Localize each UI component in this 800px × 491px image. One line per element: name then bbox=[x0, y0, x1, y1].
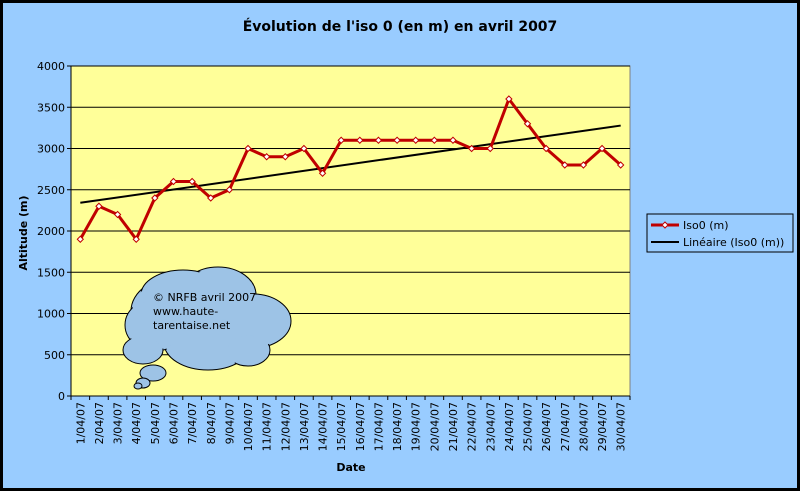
data-point bbox=[169, 177, 178, 186]
data-point bbox=[486, 144, 494, 153]
x-tick-label: 3/04/07 bbox=[112, 402, 125, 444]
data-point bbox=[598, 144, 606, 153]
x-tick-label: 7/04/07 bbox=[186, 402, 199, 444]
series-line bbox=[78, 97, 622, 241]
x-tick-label: 8/04/07 bbox=[205, 402, 218, 444]
legend-label-series: Iso0 (m) bbox=[683, 219, 729, 232]
x-tick-label: 21/04/07 bbox=[447, 402, 460, 451]
legend-label-trend: Linéaire (Iso0 (m)) bbox=[683, 236, 784, 249]
x-tick-label: 15/04/07 bbox=[335, 402, 348, 451]
y-tick-label: 3000 bbox=[37, 143, 65, 156]
data-point bbox=[356, 136, 364, 144]
data-point bbox=[113, 210, 122, 219]
y-tick-label: 0 bbox=[58, 390, 65, 403]
x-tick-label: 1/04/07 bbox=[74, 402, 87, 444]
y-axis-label: Altitude (m) bbox=[17, 195, 30, 270]
x-tick-label: 27/04/07 bbox=[559, 402, 572, 451]
x-tick-label: 29/04/07 bbox=[596, 402, 609, 451]
x-tick-label: 18/04/07 bbox=[391, 402, 404, 451]
data-point bbox=[393, 136, 401, 144]
y-tick-label: 2500 bbox=[37, 184, 65, 197]
data-point bbox=[505, 95, 513, 103]
x-tick-label: 30/04/07 bbox=[615, 402, 628, 451]
data-point bbox=[318, 169, 327, 177]
data-point bbox=[412, 136, 420, 144]
data-point bbox=[523, 120, 532, 128]
data-point bbox=[188, 177, 196, 186]
data-point bbox=[76, 235, 85, 243]
x-tick-label: 11/04/07 bbox=[261, 402, 274, 451]
y-tick-label: 2000 bbox=[37, 225, 65, 238]
data-point bbox=[449, 136, 457, 144]
data-point bbox=[300, 144, 308, 153]
chart: Évolution de l'iso 0 (en m) en avril 200… bbox=[17, 18, 794, 474]
callout-text: www.haute- bbox=[153, 305, 218, 318]
x-tick-label: 13/04/07 bbox=[298, 402, 311, 451]
y-tick-label: 1000 bbox=[37, 308, 65, 321]
data-point bbox=[337, 136, 345, 144]
chart-title: Évolution de l'iso 0 (en m) en avril 200… bbox=[243, 18, 558, 35]
callout-text: © NRFB avril 2007 bbox=[153, 291, 256, 304]
callout-tail-bubble bbox=[133, 382, 143, 390]
callout-cloud-fill bbox=[227, 335, 269, 365]
data-point bbox=[132, 235, 140, 243]
x-tick-label: 9/04/07 bbox=[223, 402, 236, 444]
x-tick-label: 22/04/07 bbox=[466, 402, 479, 451]
callout-text: tarentaise.net bbox=[153, 319, 231, 332]
chart-frame: Évolution de l'iso 0 (en m) en avril 200… bbox=[3, 3, 797, 488]
data-point bbox=[579, 161, 588, 169]
copyright-callout: © NRFB avril 2007www.haute-tarentaise.ne… bbox=[122, 266, 292, 390]
data-point bbox=[616, 161, 625, 169]
data-point bbox=[207, 194, 215, 202]
callout-tail-bubble bbox=[139, 364, 167, 382]
x-tick-label: 10/04/07 bbox=[242, 402, 255, 451]
callout-cloud-fill bbox=[142, 271, 224, 319]
data-point bbox=[244, 144, 252, 153]
y-tick-label: 1500 bbox=[37, 266, 65, 279]
x-tick-label: 28/04/07 bbox=[577, 402, 590, 451]
y-tick-label: 3500 bbox=[37, 101, 65, 114]
x-tick-label: 2/04/07 bbox=[93, 402, 106, 444]
data-point bbox=[225, 186, 234, 194]
callout-cloud-fill bbox=[124, 337, 162, 363]
y-tick-label: 500 bbox=[44, 349, 65, 362]
x-tick-label: 6/04/07 bbox=[167, 402, 180, 444]
x-tick-label: 14/04/07 bbox=[317, 402, 330, 451]
x-tick-label: 19/04/07 bbox=[410, 402, 423, 451]
x-tick-label: 23/04/07 bbox=[484, 402, 497, 451]
x-tick-label: 17/04/07 bbox=[372, 402, 385, 451]
data-point bbox=[281, 153, 289, 161]
data-point bbox=[374, 136, 383, 144]
legend-marker bbox=[661, 221, 669, 229]
x-tick-label: 12/04/07 bbox=[279, 402, 292, 451]
legend: Iso0 (m) Linéaire (Iso0 (m)) bbox=[646, 213, 794, 253]
trendline bbox=[80, 124, 621, 204]
legend-box bbox=[646, 213, 794, 253]
x-tick-label: 16/04/07 bbox=[354, 402, 367, 451]
x-tick-label: 4/04/07 bbox=[130, 402, 143, 444]
data-point bbox=[542, 144, 550, 153]
x-tick-label: 24/04/07 bbox=[503, 402, 516, 451]
y-tick-label: 4000 bbox=[37, 60, 65, 73]
data-point bbox=[95, 202, 103, 210]
data-point bbox=[561, 161, 569, 169]
x-tick-label: 25/04/07 bbox=[522, 402, 535, 451]
data-point bbox=[467, 144, 476, 153]
x-tick-label: 26/04/07 bbox=[540, 402, 553, 451]
data-point bbox=[430, 136, 439, 144]
data-point bbox=[151, 194, 159, 202]
x-tick-label: 20/04/07 bbox=[428, 402, 441, 451]
x-tick-label: 5/04/07 bbox=[149, 402, 162, 444]
x-axis-label: Date bbox=[336, 461, 365, 474]
data-point bbox=[262, 153, 271, 161]
plot-area: 0 500 1000 1500 2000 2500 3000 3500 4000 1/04/07 2… bbox=[37, 60, 631, 451]
